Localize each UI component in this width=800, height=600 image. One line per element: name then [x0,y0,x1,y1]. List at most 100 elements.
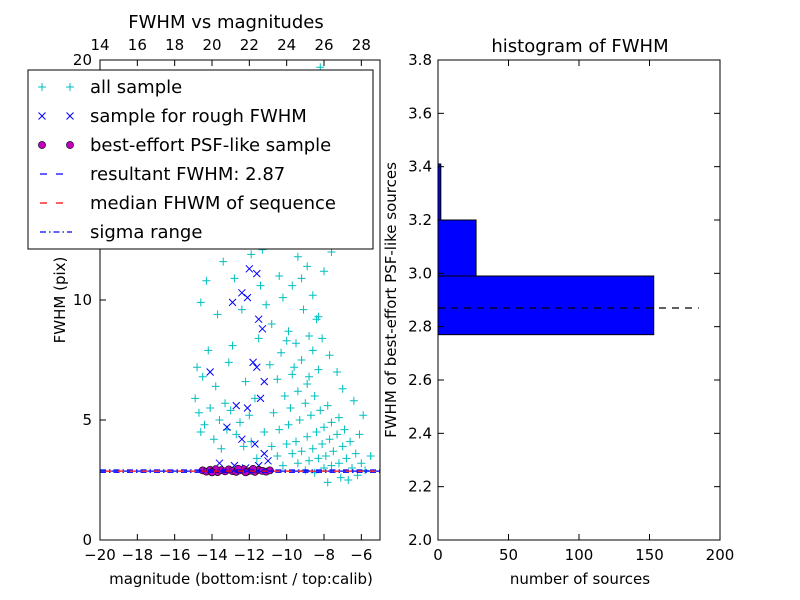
data-point [204,346,213,355]
right-chart-axes: 0 50 100 150 200 2.0 2.2 2.4 2.6 2.8 3.0 3.2 3.4 3.6 3… [408,51,734,564]
data-point [297,356,306,364]
data-point [206,404,215,412]
data-point [217,444,226,453]
y-tick-label: 0 [82,531,92,549]
data-point [346,437,355,446]
right-y-axis-label: FWHM of best-effort PSF-like sources [382,162,400,438]
data-point [314,365,323,374]
legend-label: all sample [90,77,182,98]
legend-marker [66,141,74,149]
data-point [282,440,291,448]
data-point [254,315,263,324]
x-tick-label: 0 [433,546,443,564]
data-point [194,408,203,417]
legend-label: resultant FWHM: 2.87 [90,164,285,185]
data-point [305,332,314,340]
legend-label: sample for rough FWHM [90,106,307,127]
data-point [265,360,274,369]
x-tick-label: −6 [350,546,372,564]
top-x-tick-label: 28 [352,36,371,54]
data-point [327,461,336,470]
data-point [198,372,207,381]
data-point [318,334,327,343]
data-point [301,399,310,408]
data-point [277,348,286,357]
data-point [209,435,218,444]
data-point [349,396,358,405]
data-point [366,452,375,460]
data-point [282,336,291,345]
data-point [278,293,287,302]
data-point [247,437,256,446]
data-point [241,377,250,386]
left-chart-axes: −20 −18 −16 −14 −12 −10 −8 −6 0 5 10 14 16 18 20 22 24 26… [73,36,372,564]
data-point [258,324,267,333]
y-tick-label: 5 [82,411,92,429]
data-point [247,250,256,259]
data-point [288,449,297,458]
y-tick-label: 2.6 [408,371,432,389]
data-point [200,420,209,429]
left-x-axis-label: magnitude (bottom:isnt / top:calib) [109,570,373,588]
data-point [211,382,220,391]
data-point [297,274,306,283]
data-point [223,423,231,432]
data-point [215,459,224,468]
data-point [251,440,259,448]
legend-marker [38,141,46,149]
data-point [327,418,336,427]
data-point [338,442,347,451]
top-x-tick-label: 26 [314,36,333,54]
data-point [318,440,327,448]
data-point [295,416,304,424]
data-point [316,406,325,415]
y-tick-label: 10 [73,291,92,309]
data-point [243,404,252,412]
legend-box [27,69,374,250]
legend-label: median FHWM of sequence [90,193,336,214]
data-point [303,262,312,271]
top-x-tick-label: 24 [277,36,296,54]
data-point [288,281,297,290]
x-tick-label: −16 [159,546,191,564]
legend-marker [66,83,74,91]
data-point [303,380,312,388]
data-point [219,257,228,266]
y-tick-label: 3.2 [408,211,432,229]
data-point [334,459,343,468]
data-point [323,478,332,487]
data-point [333,430,342,439]
data-point [243,293,252,302]
data-point [344,476,353,484]
legend-label: best-effort PSF-like sample [90,135,331,156]
data-point [275,272,284,280]
data-point [273,375,282,384]
data-point [305,456,314,465]
y-tick-label: 3.8 [408,51,432,69]
data-point [321,452,330,460]
data-point [286,404,295,412]
data-point [236,418,244,427]
data-point [221,399,230,408]
data-point [308,291,317,300]
data-point [191,394,200,403]
data-point [254,334,263,343]
data-point [359,411,368,420]
data-point [290,363,299,372]
data-point [293,252,302,261]
data-point [260,377,269,386]
data-point [275,425,284,434]
data-point [273,452,282,460]
data-point [314,312,323,321]
data-point [252,454,261,463]
legend-marker [66,112,74,120]
top-x-tick-label: 16 [128,36,147,54]
x-tick-label: −10 [271,546,303,564]
data-point [269,408,278,417]
data-point [245,264,254,273]
data-point [237,305,246,314]
data-point [224,358,233,367]
left-chart-reference-lines [100,469,380,473]
data-point [351,449,360,458]
